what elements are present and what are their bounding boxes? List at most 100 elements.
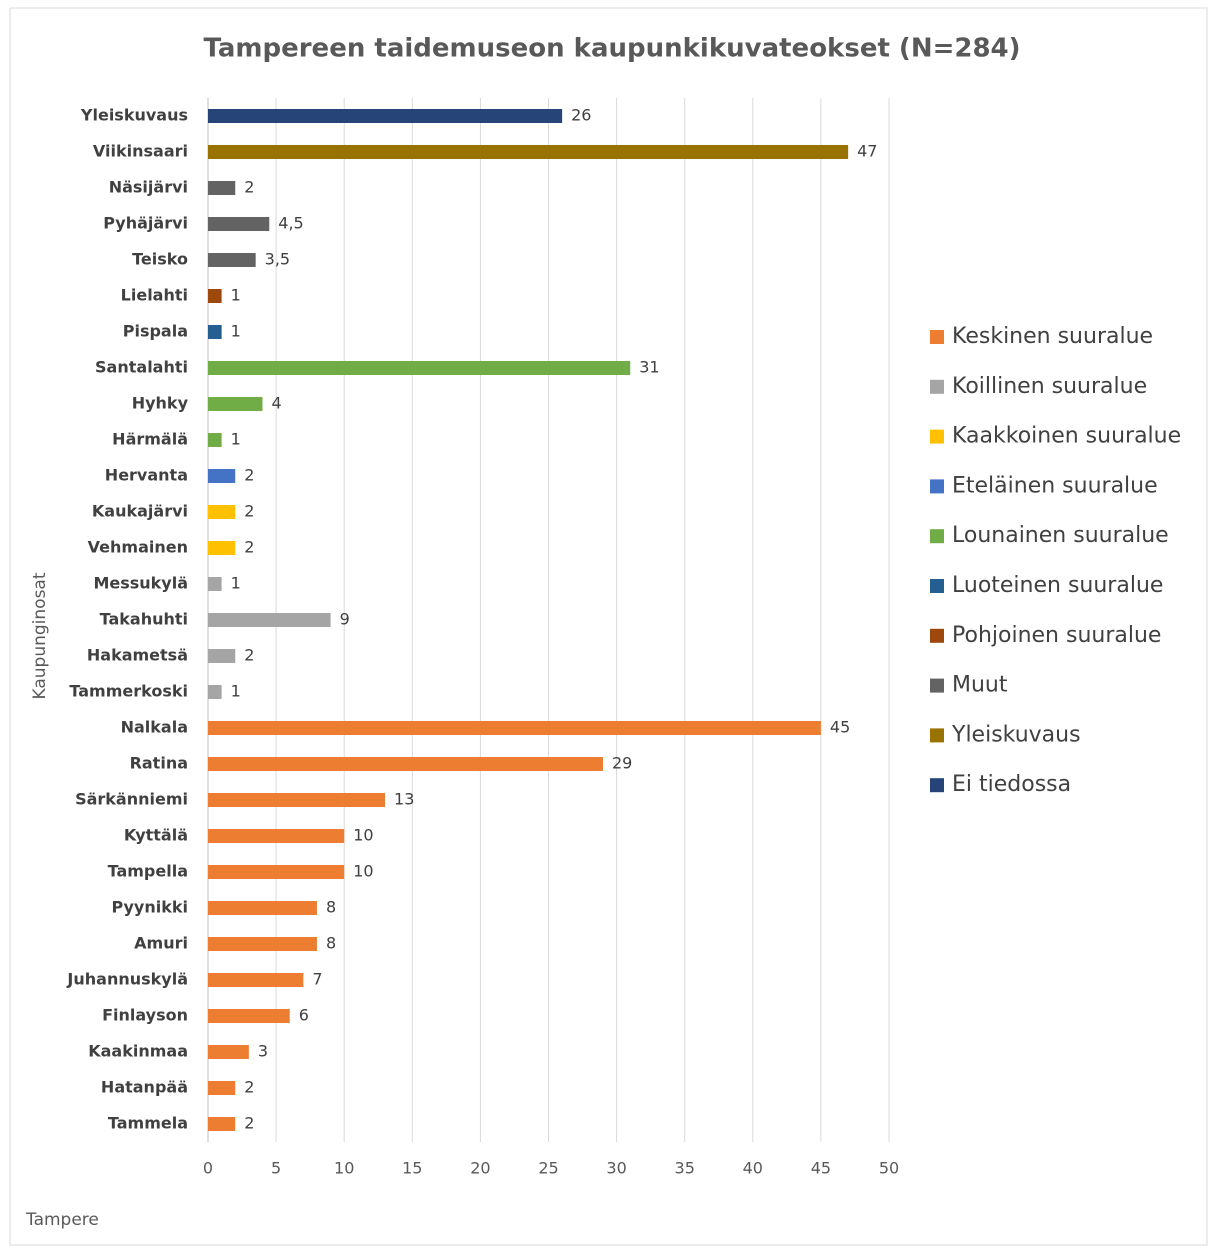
data-label: 2 (244, 466, 254, 485)
y-tick-label: Messukylä (93, 574, 188, 593)
y-tick-label: Kaakinmaa (88, 1042, 188, 1061)
footer: Tampere (25, 1210, 99, 1230)
x-tick-label: 15 (402, 1159, 422, 1178)
data-label: 31 (639, 358, 659, 377)
y-tick-label: Teisko (132, 250, 188, 269)
chart-title: Tampereen taidemuseon kaupunkikuvateokse… (203, 34, 1020, 64)
y-tick-label: Kyttälä (124, 826, 188, 845)
bar (208, 217, 270, 231)
bar (208, 1117, 236, 1131)
x-tick-label: 25 (538, 1159, 558, 1178)
y-tick-label: Tammela (108, 1114, 188, 1133)
bar (208, 325, 222, 339)
data-label: 1 (231, 430, 241, 449)
legend-swatch (930, 778, 944, 793)
bar (208, 1009, 290, 1023)
bar (208, 1081, 236, 1095)
data-label: 2 (244, 646, 254, 665)
bar (208, 289, 222, 303)
bar (208, 685, 222, 699)
y-tick-label: Hakametsä (87, 646, 188, 665)
bar (208, 361, 631, 375)
data-label: 4 (271, 394, 281, 413)
x-tick-label: 30 (606, 1159, 626, 1178)
legend-label: Luoteinen suuralue (952, 573, 1163, 598)
data-label: 2 (244, 538, 254, 557)
x-tick-label: 50 (879, 1159, 899, 1178)
legend-swatch (930, 678, 944, 693)
y-tick-label: Hyhky (132, 394, 189, 413)
y-tick-label: Finlayson (102, 1006, 188, 1025)
data-label: 8 (326, 898, 336, 917)
bar (208, 901, 317, 915)
data-label: 3 (258, 1042, 268, 1061)
data-label: 10 (353, 826, 373, 845)
legend-swatch (930, 379, 944, 394)
y-tick-label: Santalahti (95, 358, 188, 377)
bar (208, 253, 256, 267)
data-label: 4,5 (278, 214, 303, 233)
bar (208, 145, 849, 159)
data-label: 2 (244, 178, 254, 197)
bar (208, 613, 331, 627)
legend-label: Muut (952, 673, 1008, 698)
x-tick-label: 5 (271, 1159, 281, 1178)
legend-label: Lounainen suuralue (952, 523, 1169, 548)
data-label: 9 (340, 610, 350, 629)
bar (208, 865, 345, 879)
y-tick-label: Amuri (134, 934, 188, 953)
bar (208, 829, 345, 843)
data-label: 1 (231, 286, 241, 305)
data-label: 2 (244, 1114, 254, 1133)
y-tick-label: Härmälä (112, 430, 188, 449)
data-label: 7 (312, 970, 322, 989)
x-tick-label: 35 (675, 1159, 695, 1178)
data-label: 1 (231, 574, 241, 593)
x-tick-label: 45 (811, 1159, 831, 1178)
y-tick-label: Pispala (123, 322, 188, 341)
legend-swatch (930, 479, 944, 494)
bar (208, 721, 821, 735)
legend-label: Ei tiedossa (952, 772, 1071, 797)
data-label: 45 (830, 718, 850, 737)
legend-label: Keskinen suuralue (952, 324, 1153, 349)
legend-swatch (930, 728, 944, 743)
legend-label: Kaakkoinen suuralue (952, 424, 1181, 449)
data-label: 6 (299, 1006, 309, 1025)
y-tick-label: Kaukajärvi (92, 502, 188, 521)
bar (208, 757, 603, 771)
data-label: 8 (326, 934, 336, 953)
y-tick-label: Lielahti (121, 286, 188, 305)
data-label: 1 (231, 322, 241, 341)
bar (208, 793, 386, 807)
data-label: 47 (857, 142, 877, 161)
bar (208, 109, 563, 123)
x-tick-label: 10 (334, 1159, 354, 1178)
bar (208, 649, 236, 663)
legend-swatch (930, 429, 944, 444)
data-label: 3,5 (265, 250, 290, 269)
y-tick-label: Takahuhti (100, 610, 188, 629)
x-tick-label: 40 (743, 1159, 763, 1178)
y-tick-label: Nalkala (121, 718, 188, 737)
legend-swatch (930, 529, 944, 544)
y-tick-label: Vehmainen (88, 538, 188, 557)
data-label: 10 (353, 862, 373, 881)
legend-swatch (930, 628, 944, 643)
legend-label: Eteläinen suuralue (952, 473, 1158, 498)
bar (208, 433, 222, 447)
data-label: 2 (244, 1078, 254, 1097)
y-tick-label: Yleiskuvaus (80, 106, 188, 125)
data-label: 1 (231, 682, 241, 701)
y-tick-label: Ratina (130, 754, 188, 773)
bar (208, 1045, 249, 1059)
bar (208, 181, 236, 195)
data-label: 26 (571, 106, 591, 125)
bar (208, 397, 263, 411)
bar (208, 505, 236, 519)
bar (208, 937, 317, 951)
data-label: 29 (612, 754, 632, 773)
data-label: 2 (244, 502, 254, 521)
y-tick-label: Juhannuskylä (66, 970, 188, 989)
